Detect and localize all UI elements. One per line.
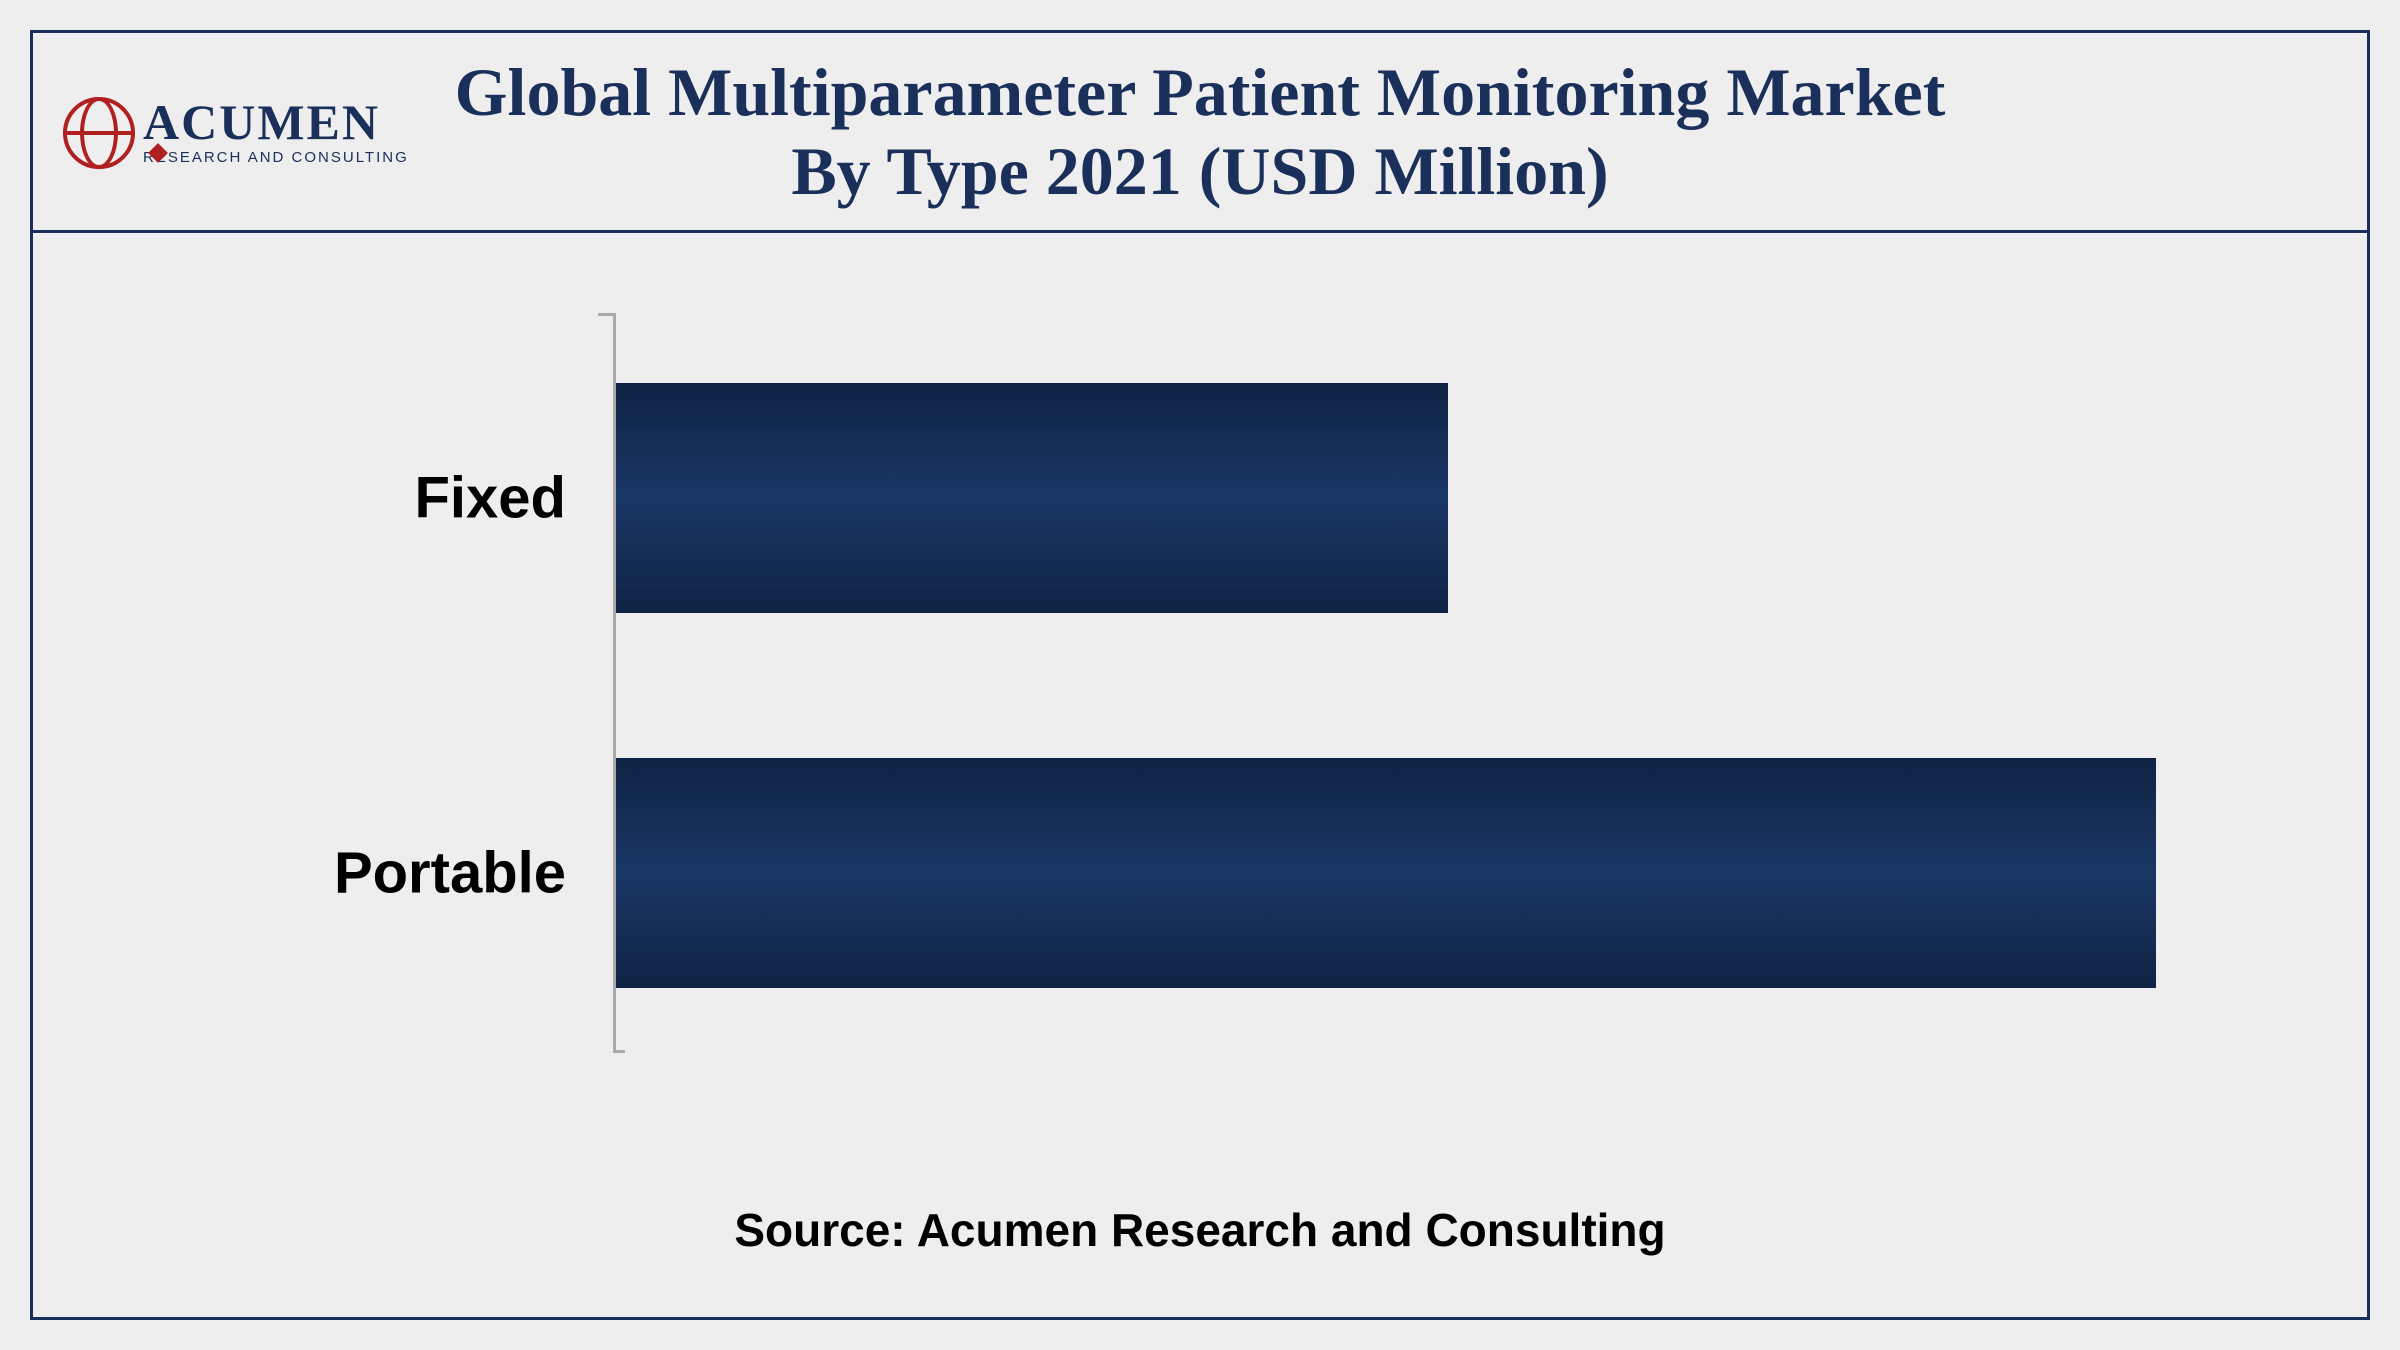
chart-plot-area: Fixed Portable [613, 313, 2153, 1053]
globe-icon [63, 97, 135, 169]
source-attribution: Source: Acumen Research and Consulting [33, 1203, 2367, 1257]
bar-label-portable: Portable [334, 840, 616, 907]
logo-brand-name: ACUMEN [143, 100, 409, 145]
axis-tick [598, 313, 613, 316]
bar-label-fixed: Fixed [415, 465, 617, 532]
header-band: ACUMEN RESEARCH AND CONSULTING Global Mu… [33, 33, 2367, 233]
logo-text: ACUMEN RESEARCH AND CONSULTING [143, 100, 409, 166]
bar-fixed: Fixed [616, 383, 1448, 613]
brand-logo: ACUMEN RESEARCH AND CONSULTING [63, 88, 423, 178]
chart-frame: ACUMEN RESEARCH AND CONSULTING Global Mu… [30, 30, 2370, 1320]
x-axis-stub [613, 1050, 625, 1053]
logo-tagline: RESEARCH AND CONSULTING [143, 149, 409, 166]
bar-portable: Portable [616, 758, 2156, 988]
